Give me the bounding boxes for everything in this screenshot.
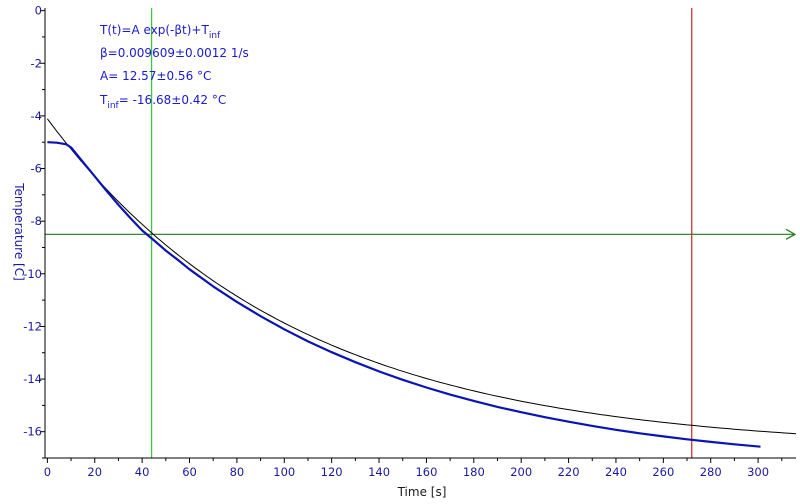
- fit-equation: T(t)=A exp(-βt)+Tinf: [99, 23, 221, 41]
- x-tick-label: 160: [415, 465, 437, 479]
- fit-annotation: T(t)=A exp(-βt)+Tinf β=0.009609±0.0012 1…: [99, 23, 249, 111]
- x-axis-label: Time [s]: [397, 485, 447, 499]
- y-tick-label: -12: [23, 319, 42, 333]
- x-tick-label: 300: [747, 465, 769, 479]
- y-axis-label: Temperature [C]: [12, 182, 26, 281]
- y-tick-label: 0: [35, 4, 42, 18]
- y-tick-label: -10: [23, 267, 42, 281]
- x-tick-label: 140: [368, 465, 390, 479]
- y-tick-label: -16: [23, 425, 42, 439]
- y-tick-label: -8: [31, 214, 42, 228]
- x-tick-label: 40: [135, 465, 150, 479]
- fit-curve: [46, 118, 797, 435]
- x-tick-label: 120: [321, 465, 343, 479]
- x-tick-label: 200: [510, 465, 532, 479]
- horizontal-cursor-arrow: [785, 228, 797, 240]
- x-tick-label: 280: [700, 465, 722, 479]
- x-tick-label: 240: [605, 465, 627, 479]
- x-tick-label: 80: [230, 465, 245, 479]
- tinf-value: Tinf= -16.68±0.42 °C: [99, 93, 226, 111]
- y-tick-label: -6: [31, 162, 42, 176]
- beta-value: β=0.009609±0.0012 1/s: [100, 46, 249, 60]
- temperature-series-line: [47, 141, 761, 448]
- y-tick-label: -4: [31, 109, 42, 123]
- y-tick-label: -14: [23, 372, 42, 386]
- a-value: A= 12.57±0.56 °C: [100, 69, 211, 83]
- x-tick-label: 20: [87, 465, 102, 479]
- x-tick-label: 100: [273, 465, 295, 479]
- x-tick-label: 0: [44, 465, 51, 479]
- x-tick-label: 60: [182, 465, 197, 479]
- y-tick-label: -2: [31, 56, 42, 70]
- x-tick-label: 180: [463, 465, 485, 479]
- x-tick-label: 260: [652, 465, 674, 479]
- x-tick-label: 220: [558, 465, 580, 479]
